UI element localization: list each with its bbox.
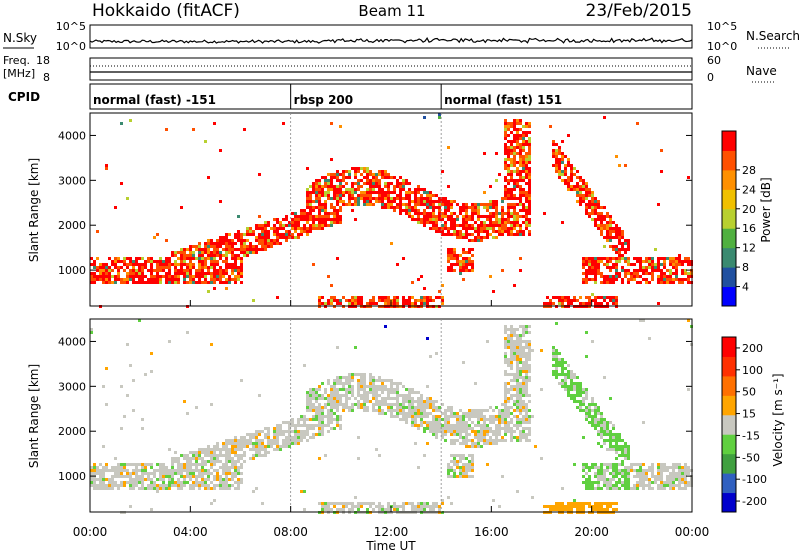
velocity-cbar-tick: 200 [742,342,763,355]
freq-label-line1: Freq. [3,54,30,67]
xtick-label: 16:00 [474,525,509,539]
power-panel: 1000 2000 3000 4000 Slant Range [km] 4 8 12 16… [27,112,773,308]
power-ytick-label: 4000 [58,129,86,142]
velocity-ytick-label: 4000 [58,335,86,348]
title-center: Beam 11 [358,2,425,20]
power-cbar-swatch [722,131,736,151]
nsky-strip: N.Sky 10^5 10^0 10^5 10^0 N.Search [3,20,800,53]
power-cbar-swatch [722,169,736,190]
freq-strip: Freq. [MHz] 18 8 60 0 Nave [3,54,777,84]
nave-label: Nave [746,64,777,78]
nsky-trace [89,37,693,44]
velocity-cbar-swatch [722,473,736,494]
power-cbar-tick: 28 [742,164,756,177]
velocity-cbar-swatch [722,453,736,474]
velocity-cbar-swatch [722,414,736,435]
cpid-segment-label: normal (fast) -151 [93,93,216,107]
power-cbar-swatch [722,228,736,249]
nsearch-label: N.Search [746,29,800,43]
xtick-label: 20:00 [574,525,609,539]
power-cbar-swatch [722,247,736,268]
xtick-label: 08:00 [273,525,308,539]
velocity-cbar-tick: -50 [742,451,760,464]
power-cbar-label: Power [dB] [759,177,773,242]
power-cbar-tick: 4 [742,281,749,294]
velocity-cbar-swatch [722,395,736,416]
velocity-cbar-tick: 100 [742,364,763,377]
cpid-segment-label: normal (fast) 151 [444,93,562,107]
title-left: Hokkaido (fitACF) [92,1,240,21]
power-cbar-tick: 12 [742,242,756,255]
power-cbar-tick: 20 [742,203,756,216]
power-cbar-tick: 24 [742,183,756,196]
nsearch-tick-top: 10^5 [707,20,737,33]
power-cbar-swatch [722,150,736,171]
freq-frame [89,57,693,81]
velocity-cbar-tick: -15 [742,429,760,442]
velocity-cbar-swatch [722,492,736,513]
velocity-cbar-label: Velocity [m s⁻¹] [771,373,785,466]
power-ytick-label: 2000 [58,219,86,232]
velocity-cbar-tick: -100 [742,473,767,486]
nave-tick-top: 60 [707,54,721,67]
power-cbar-tick: 8 [742,261,749,274]
power-cbar-tick: 16 [742,222,756,235]
power-cbar-swatch [722,286,736,307]
xtick-label: 00:00 [73,525,108,539]
cpid-frame [89,83,693,110]
freq-tick-bottom: 8 [43,71,50,84]
velocity-ylabel: Slant Range [km] [27,364,41,468]
cpid-segment-label: rbsp 200 [294,93,353,107]
velocity-panel: 1000 2000 3000 4000 Slant Range [km] 200 100… [27,318,785,514]
power-ytick-label: 1000 [58,264,86,277]
velocity-cbar-swatch [722,337,736,357]
power-ylabel: Slant Range [km] [27,158,41,262]
freq-label-line2: [MHz] [3,67,35,80]
freq-tick-top: 18 [36,54,50,67]
velocity-ytick-label: 3000 [58,380,86,393]
velocity-ytick-label: 1000 [58,470,86,483]
velocity-cbar-tick: -200 [742,495,767,508]
nave-tick-bottom: 0 [707,71,714,84]
xtick-label: 12:00 [374,525,409,539]
xtick-label: 00:00 [675,525,710,539]
velocity-cbar-swatch [722,375,736,396]
power-cbar-swatch [722,208,736,229]
velocity-cbar-swatch [722,434,736,455]
xaxis-label: Time UT [365,539,416,553]
power-ytick-label: 3000 [58,174,86,187]
nsky-tick-bottom: 10^0 [56,40,86,53]
nsky-tick-top: 10^5 [56,20,86,33]
xtick-label: 04:00 [173,525,208,539]
cpid-strip: CPID normal (fast) -151 rbsp 200 normal (f… [8,83,693,110]
nsky-frame [89,24,693,49]
velocity-cbar-tick: 15 [742,408,756,421]
velocity-cbar-swatch [722,356,736,377]
nsky-label: N.Sky [3,31,37,45]
velocity-cbar-tick: 50 [742,386,756,399]
velocity-ytick-label: 2000 [58,425,86,438]
power-cbar-swatch [722,189,736,210]
cpid-label: CPID [8,90,40,104]
power-heatmap [90,113,693,308]
nsearch-tick-bottom: 10^0 [707,40,737,53]
power-cbar-swatch [722,267,736,288]
title-right: 23/Feb/2015 [586,1,692,21]
